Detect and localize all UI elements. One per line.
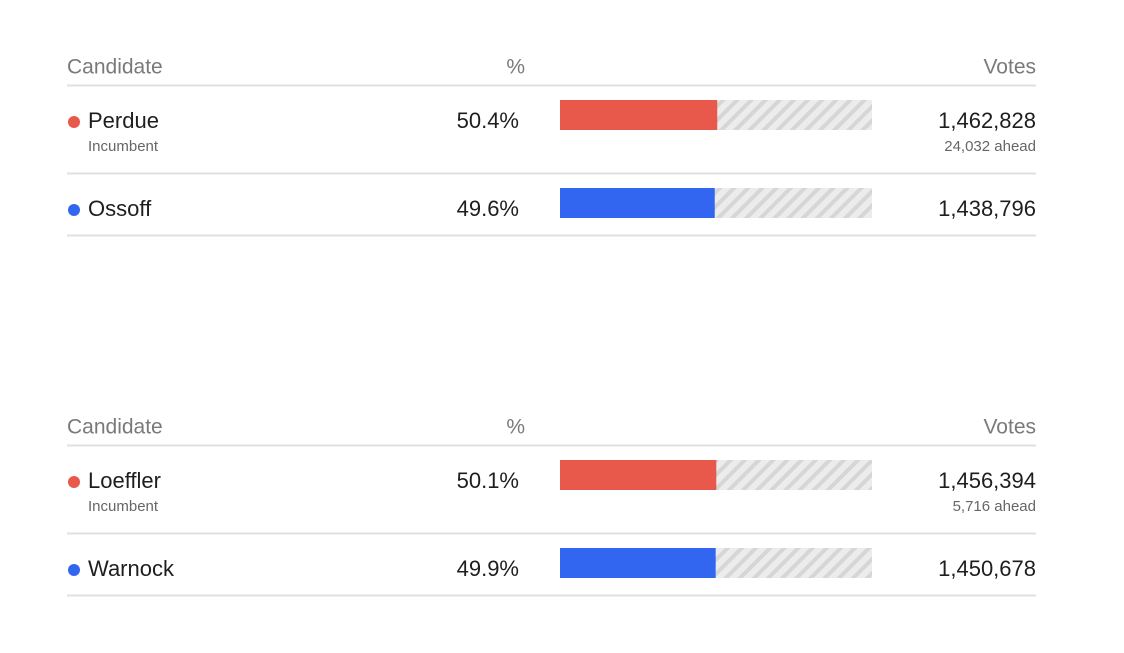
candidate-name: Loeffler xyxy=(88,468,161,493)
vote-count: 1,450,678 xyxy=(938,556,1036,581)
party-dot xyxy=(68,204,80,216)
vote-count: 1,438,796 xyxy=(938,196,1036,221)
vote-lead: 24,032 ahead xyxy=(944,138,1036,155)
candidate-name: Warnock xyxy=(88,556,175,581)
vote-pct: 49.9% xyxy=(457,556,519,581)
candidate-name: Ossoff xyxy=(88,196,152,221)
party-dot xyxy=(68,476,80,488)
candidate-note: Incumbent xyxy=(88,138,159,155)
header-votes: Votes xyxy=(983,56,1036,79)
bar xyxy=(560,188,715,218)
bar xyxy=(560,100,718,130)
vote-pct: 50.4% xyxy=(457,108,519,133)
vote-pct: 49.6% xyxy=(457,196,519,221)
party-dot xyxy=(68,116,80,128)
bar xyxy=(560,460,717,490)
header-pct: % xyxy=(506,56,525,79)
bar xyxy=(560,548,716,578)
party-dot xyxy=(68,564,80,576)
header-votes: Votes xyxy=(983,416,1036,439)
vote-count: 1,456,394 xyxy=(938,468,1036,493)
vote-count: 1,462,828 xyxy=(938,108,1036,133)
vote-pct: 50.1% xyxy=(457,468,519,493)
candidate-note: Incumbent xyxy=(88,498,159,515)
header-candidate: Candidate xyxy=(67,56,163,79)
candidate-name: Perdue xyxy=(88,108,159,133)
header-candidate: Candidate xyxy=(67,416,163,439)
vote-lead: 5,716 ahead xyxy=(953,498,1036,515)
header-pct: % xyxy=(506,416,525,439)
